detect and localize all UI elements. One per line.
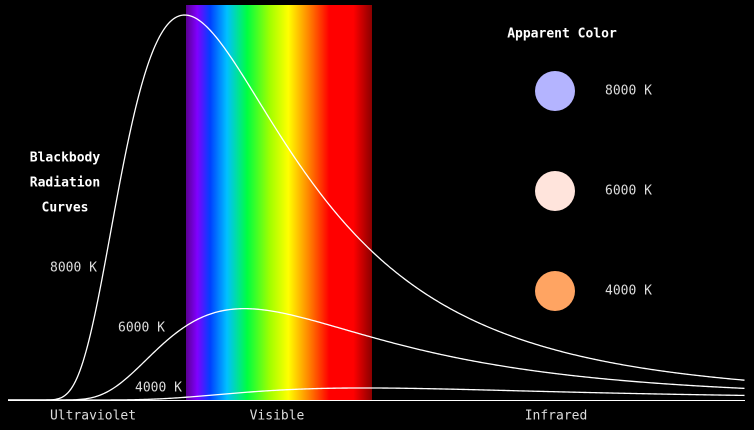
region-label: Visible (250, 409, 305, 424)
blackbody-curve (8, 14, 745, 401)
color-swatch (535, 71, 575, 111)
curve-label: 6000 K (118, 321, 165, 336)
title-line: Blackbody (30, 151, 101, 166)
apparent-color-title: Apparent Color (507, 27, 617, 42)
swatches: 8000 K 6000 K 4000 K (535, 71, 652, 311)
region-label: Ultraviolet (50, 409, 136, 424)
color-swatch (535, 171, 575, 211)
color-swatch (535, 271, 575, 311)
title-line: Curves (42, 201, 89, 216)
curve-label: 8000 K (50, 261, 97, 276)
blackbody-curve (8, 387, 745, 401)
swatch-label: 8000 K (605, 84, 652, 99)
curves (8, 14, 745, 401)
title-line: Radiation (30, 176, 100, 191)
visible-spectrum (186, 5, 372, 401)
curve-label: 4000 K (135, 381, 182, 396)
region-label: Infrared (525, 409, 588, 424)
swatch-label: 4000 K (605, 284, 652, 299)
swatch-label: 6000 K (605, 184, 652, 199)
blackbody-curve (8, 307, 745, 401)
